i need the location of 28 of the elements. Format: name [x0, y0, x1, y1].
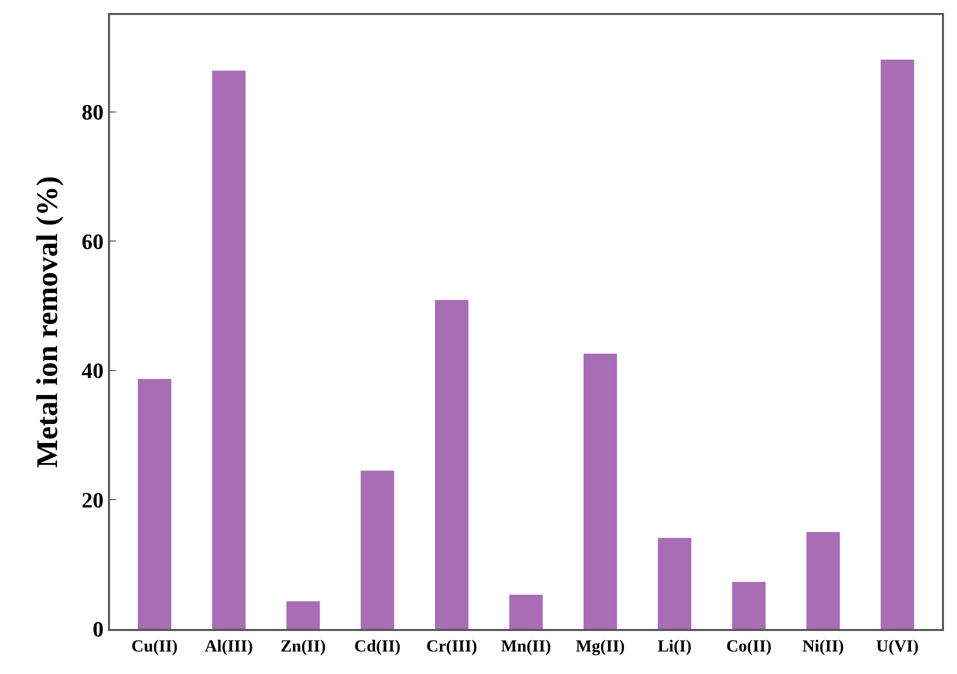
x-tick-label: Zn(II) [280, 636, 326, 656]
x-tick-label: Mn(II) [500, 636, 552, 656]
x-tick-label: U(VI) [876, 636, 919, 656]
bar [509, 594, 543, 629]
bar [286, 601, 320, 629]
bar [732, 582, 766, 629]
bar [658, 538, 692, 629]
y-tick-label: 60 [82, 228, 104, 254]
x-tick-label: Cu(II) [131, 636, 178, 656]
bar [360, 470, 394, 629]
x-tick-label: Mg(II) [576, 636, 625, 656]
x-tick-label: Li(I) [658, 636, 692, 656]
y-tick-label: 0 [92, 616, 104, 642]
y-axis-title: Metal ion removal (%) [31, 176, 64, 468]
bar [212, 70, 246, 629]
x-tick-label: Al(III) [204, 636, 253, 656]
bar [435, 300, 468, 629]
y-tick-label: 40 [82, 358, 104, 384]
y-tick-label: 20 [82, 487, 104, 512]
x-tick-label: Cr(III) [426, 636, 478, 656]
y-tick-label: 80 [82, 100, 104, 125]
x-tick-label: Cd(II) [354, 636, 401, 656]
bar [806, 532, 840, 629]
bar [584, 354, 617, 629]
bar [880, 60, 914, 629]
x-tick-label: Co(II) [726, 636, 772, 656]
bar [138, 378, 172, 629]
x-tick-label: Ni(II) [802, 636, 844, 656]
